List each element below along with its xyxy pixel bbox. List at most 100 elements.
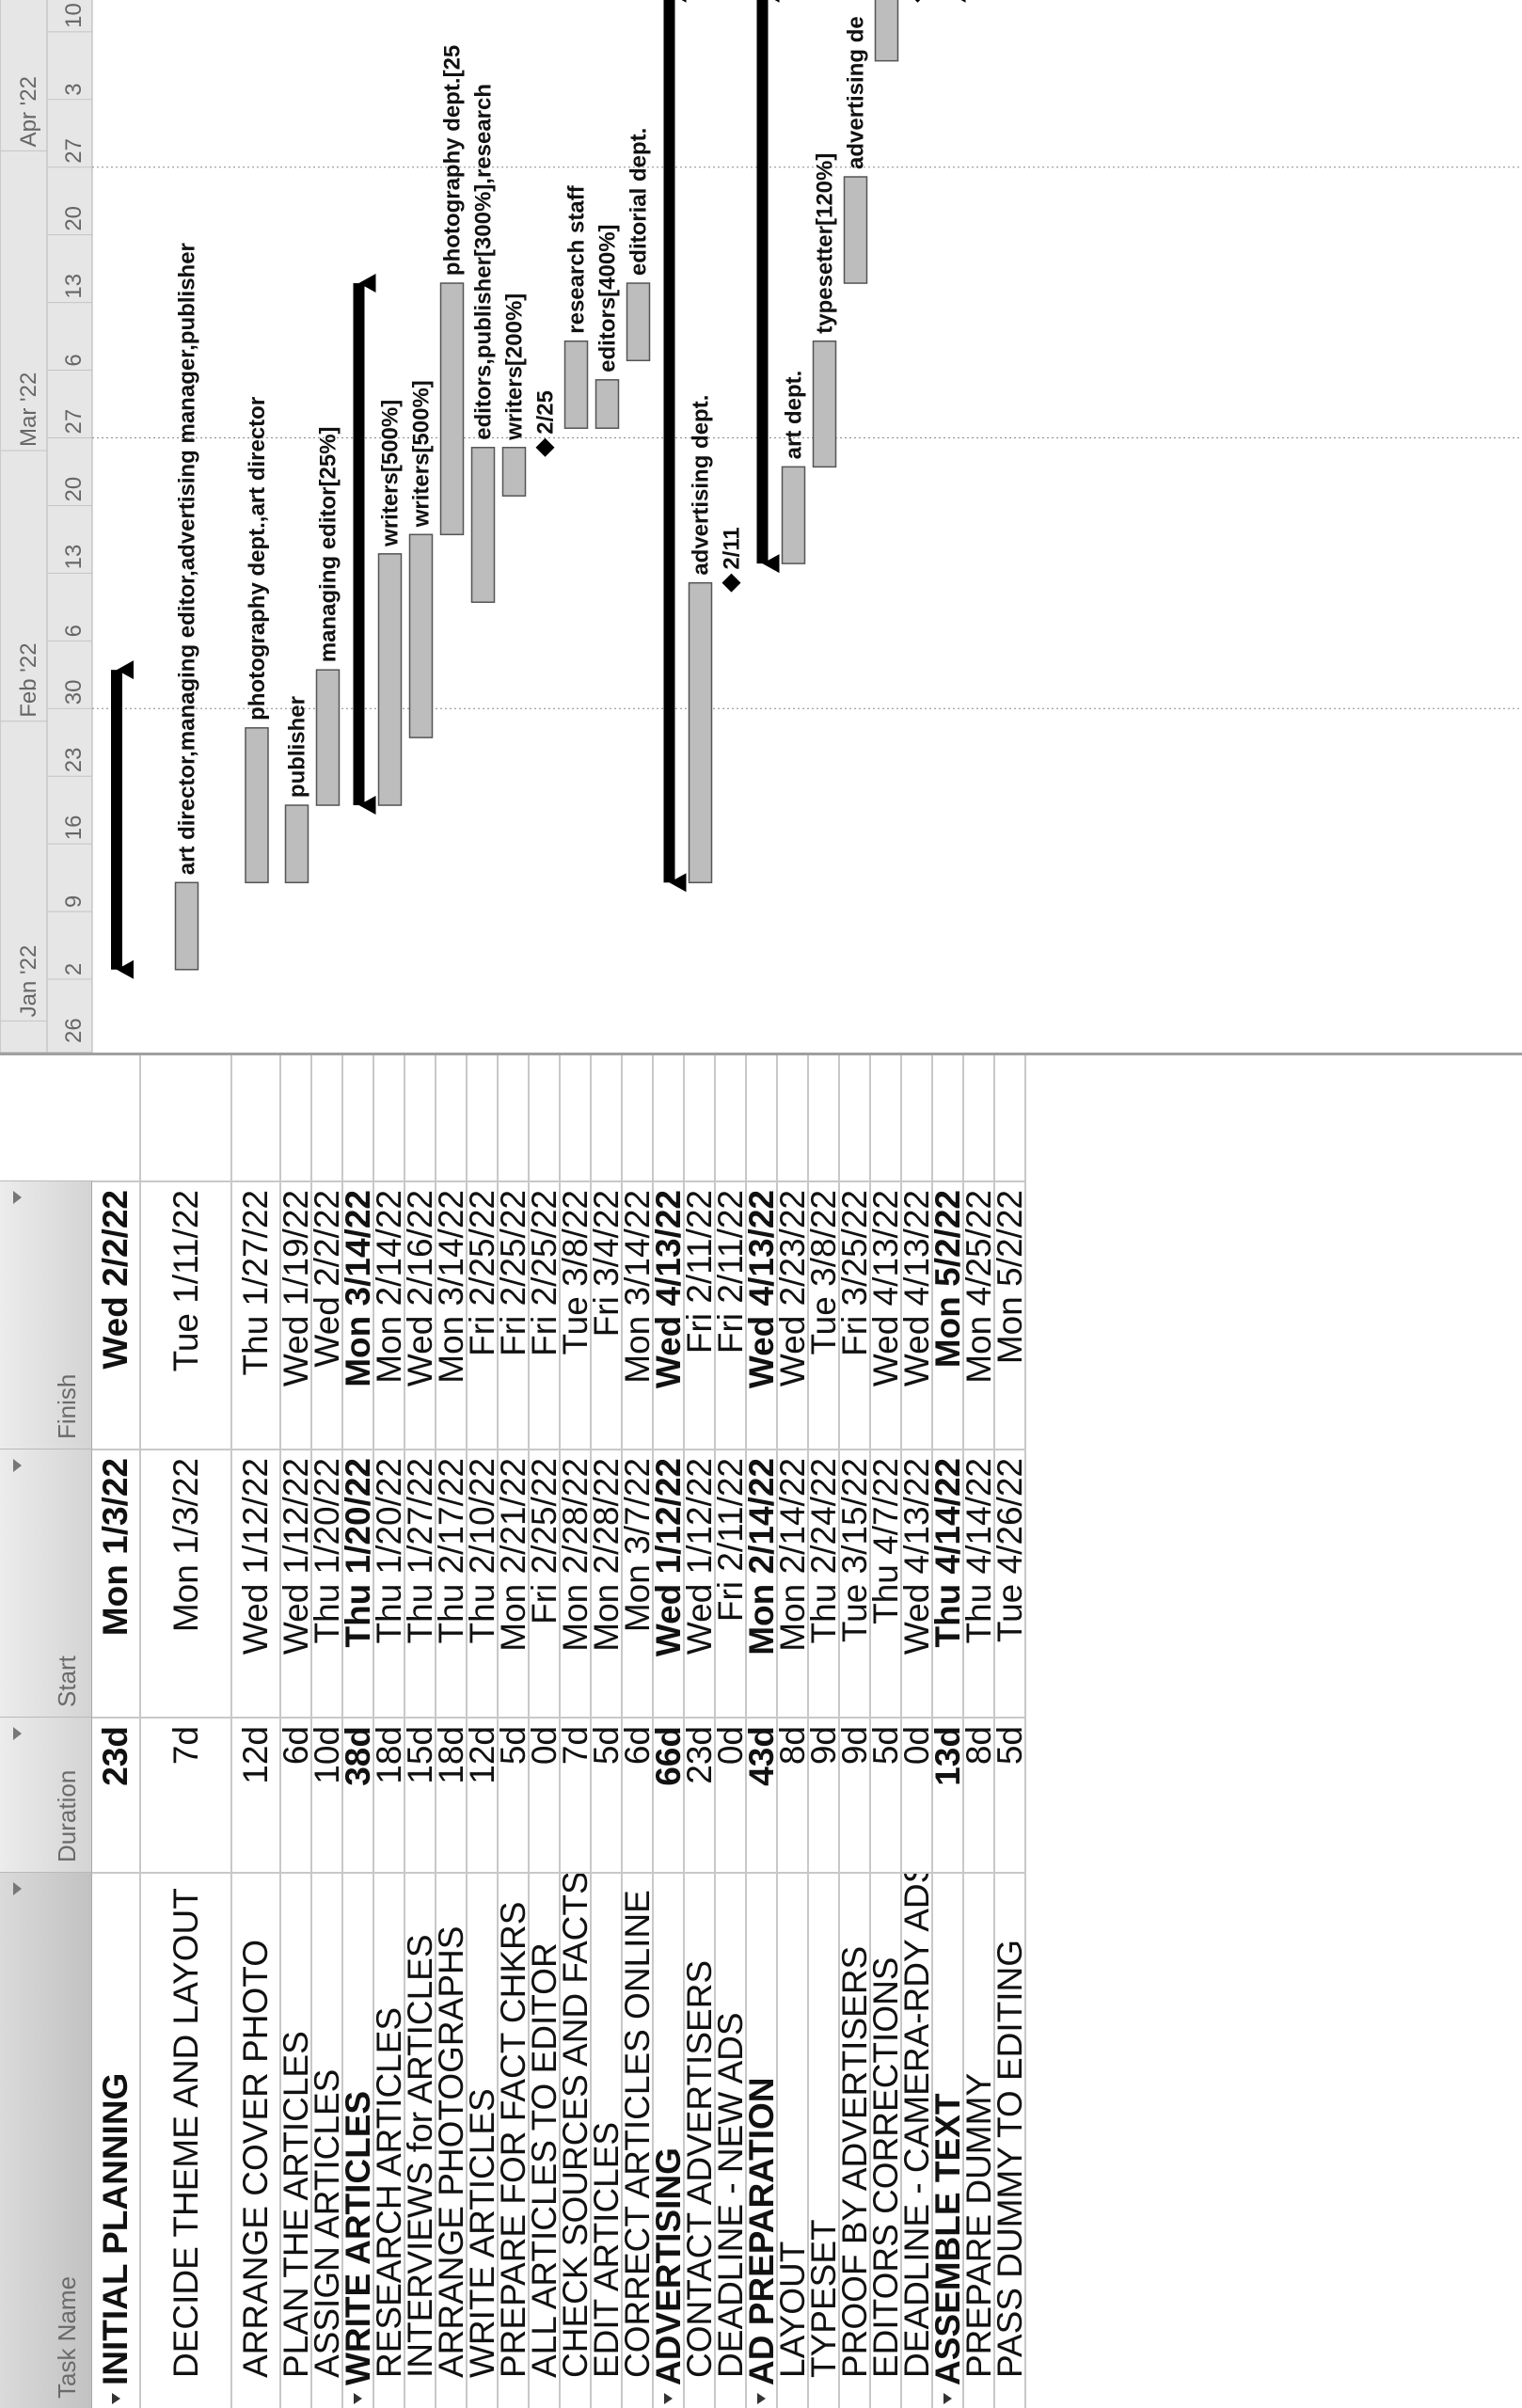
table-row[interactable]: PROOF BY ADVERTISERS 9d Tue 3/15/22 Fri 3/2… [840,1055,871,2408]
cell-text: Thu 1/20/22 [343,1458,373,1648]
table-row[interactable]: EDIT ARTICLES 5d Mon 2/28/22 Fri 3/4/22 [592,1055,623,2408]
column-header-label: Finish [53,1373,81,1439]
table-row[interactable]: AD PREPARATION 43d Mon 2/14/22 Wed 4/13/22 [747,1055,778,2408]
cell-duration: 5d [995,1717,1024,1872]
cell-start: Thu 1/20/22 [312,1449,341,1717]
column-header-start[interactable]: Start [0,1449,92,1717]
cell-duration: 23d [685,1717,714,1872]
cell-name: PLAN THE ARTICLES [281,1872,310,2408]
column-header-finish[interactable]: Finish [0,1180,92,1449]
timescale-minor-label: 3 [61,83,87,95]
cell-finish: Wed 1/19/22 [281,1180,310,1449]
column-header-duration[interactable]: Duration [0,1717,92,1872]
cell-finish: Wed 4/13/22 [654,1180,683,1449]
cell-text: PREPARE FOR FACT CHKRS [499,1901,528,2378]
chevron-down-icon[interactable] [13,1727,22,1740]
task-resource-label: research staff [564,184,590,333]
summary-bar-start-cap [117,959,134,979]
collapse-triangle-icon[interactable] [943,2393,952,2404]
table-row[interactable]: ADVERTISING 66d Wed 1/12/22 Wed 4/13/22 [654,1055,685,2408]
cell-text: 5d [995,1726,1024,1766]
cell-text: Mon 3/7/22 [623,1458,652,1633]
column-header-task-name[interactable]: Task Name [0,1872,92,2408]
chevron-down-icon[interactable] [13,1882,22,1895]
cell-start: Thu 4/7/22 [871,1449,900,1717]
table-row[interactable]: DECIDE THEME AND LAYOUT 7d Mon 1/3/22 Tue 1… [141,1055,232,2408]
table-row[interactable]: PREPARE DUMMY 8d Thu 4/14/22 Mon 4/25/22 [964,1055,995,2408]
table-row[interactable]: LAYOUT 8d Mon 2/14/22 Wed 2/23/22 [778,1055,809,2408]
cell-text: 12d [468,1726,497,1784]
cell-start: Tue 3/15/22 [840,1449,869,1717]
chevron-down-icon[interactable] [13,1459,22,1472]
cell-start: Thu 4/14/22 [964,1449,993,1717]
cell-text: Wed 2/23/22 [778,1190,807,1387]
cell-start: Wed 1/12/22 [232,1449,279,1717]
table-row[interactable]: RESEARCH ARTICLES 18d Thu 1/20/22 Mon 2/14/… [374,1055,405,2408]
cell-text: 66d [654,1726,683,1786]
cell-text: Mon 3/14/22 [343,1190,373,1387]
table-row[interactable]: DEADLINE - NEW ADS 0d Fri 2/11/22 Fri 2/11/… [716,1055,747,2408]
summary-bar [663,0,675,883]
cell-finish: Mon 3/14/22 [436,1180,466,1449]
table-row[interactable]: ALL ARTICLES TO EDITOR 0d Fri 2/25/22 Fri 2… [530,1055,561,2408]
task-bar [781,466,806,564]
table-row[interactable]: EDITORS CORRECTIONS 5d Thu 4/7/22 Wed 4/13/… [871,1055,902,2408]
chevron-down-icon[interactable] [13,1191,22,1204]
table-row[interactable]: CORRECT ARTICLES ONLINE 6d Mon 3/7/22 Mon 3… [623,1055,654,2408]
timescale-minor-label: 13 [61,545,87,570]
cell-text: PLAN THE ARTICLES [281,2031,310,2378]
cell-text: PREPARE DUMMY [964,2072,993,2378]
table-row[interactable]: TYPESET 9d Thu 2/24/22 Tue 3/8/22 [809,1055,840,2408]
table-row[interactable]: CHECK SOURCES AND FACTS 7d Mon 2/28/22 Tue … [561,1055,592,2408]
table-row[interactable]: INTERVIEWS for ARTICLES 15d Thu 1/27/22 Wed… [405,1055,436,2408]
cell-text: Mon 4/25/22 [964,1190,993,1384]
summary-bar-start-cap [358,796,376,816]
table-row[interactable]: ASSIGN ARTICLES 10d Thu 1/20/22 Wed 2/2/22 [312,1055,343,2408]
cell-text: Tue 3/8/22 [561,1190,590,1355]
collapse-triangle-icon[interactable] [757,2393,766,2404]
table-row[interactable]: WRITE ARTICLES 12d Thu 2/10/22 Fri 2/25/22 [468,1055,499,2408]
task-table: Task Name Duration Start Finish INITIAL … [0,1055,1522,2408]
collapse-triangle-icon[interactable] [354,2393,362,2404]
cell-duration: 10d [312,1717,341,1872]
task-bar [377,553,403,806]
cell-name: PREPARE DUMMY [964,1872,993,2408]
cell-text: Fri 2/11/22 [716,1458,745,1623]
task-resource-label: photography dept.[25 [440,45,466,276]
cell-text: INTERVIEWS for ARTICLES [405,1934,435,2378]
task-resource-label: art dept. [782,371,807,460]
cell-text: Thu 1/20/22 [312,1458,341,1644]
table-row[interactable]: ARRANGE COVER PHOTO 12d Wed 1/12/22 Thu 1/2… [232,1055,281,2408]
cell-name: CHECK SOURCES AND FACTS [561,1872,590,2408]
task-bar [245,727,269,884]
table-row[interactable]: INITIAL PLANNING 23d Mon 1/3/22 Wed 2/2/22 [92,1055,141,2408]
cell-text: Mon 2/14/22 [374,1190,404,1384]
table-row[interactable]: ARRANGE PHOTOGRAPHS 18d Thu 2/17/22 Mon 3/1… [436,1055,468,2408]
cell-start: Wed 1/12/22 [654,1449,683,1717]
task-resource-label: managing editor[25%] [316,426,341,662]
timescale-major-label: Apr '22 [16,76,41,147]
cell-finish: Fri 2/11/22 [716,1180,745,1449]
table-row[interactable]: PLAN THE ARTICLES 6d Wed 1/12/22 Wed 1/19/2… [281,1055,312,2408]
collapse-triangle-icon[interactable] [111,2393,120,2404]
timescale-minor-label: 27 [61,409,87,435]
timescale-minor-label: 13 [61,274,87,299]
table-row[interactable]: PASS DUMMY TO EDITING 5d Tue 4/26/22 Mon 5/… [995,1055,1026,2408]
cell-start: Thu 2/24/22 [809,1449,838,1717]
cell-name: WRITE ARTICLES [343,1872,373,2408]
table-row[interactable]: WRITE ARTICLES 38d Thu 1/20/22 Mon 3/14/22 [343,1055,374,2408]
cell-name: DECIDE THEME AND LAYOUT [141,1872,230,2408]
column-header-label: Task Name [53,2275,81,2399]
table-row[interactable]: PREPARE FOR FACT CHKRS 5d Mon 2/21/22 Fri 2… [499,1055,530,2408]
cell-finish: Wed 2/2/22 [92,1180,139,1449]
cell-text: Mon 2/14/22 [778,1458,807,1652]
collapse-triangle-icon[interactable] [664,2393,673,2404]
table-row[interactable]: ASSEMBLE TEXT 13d Thu 4/14/22 Mon 5/2/22 [933,1055,964,2408]
cell-text: PROOF BY ADVERTISERS [840,1945,869,2378]
cell-text: 8d [778,1726,807,1766]
table-row[interactable]: CONTACT ADVERTISERS 23d Wed 1/12/22 Fri 2/1… [685,1055,716,2408]
cell-finish: Fri 2/25/22 [499,1180,528,1449]
table-row[interactable]: DEADLINE - CAMERA-RDY ADS 0d Wed 4/13/22 We… [902,1055,933,2408]
cell-text: 5d [499,1726,528,1766]
task-bar [408,533,434,738]
